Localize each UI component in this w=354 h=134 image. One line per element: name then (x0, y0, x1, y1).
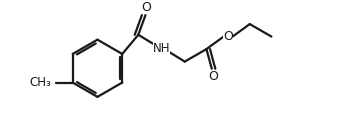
Text: NH: NH (153, 42, 170, 55)
Text: O: O (209, 70, 218, 83)
Text: CH₃: CH₃ (29, 76, 51, 89)
Text: O: O (141, 1, 151, 14)
Text: O: O (223, 30, 233, 43)
